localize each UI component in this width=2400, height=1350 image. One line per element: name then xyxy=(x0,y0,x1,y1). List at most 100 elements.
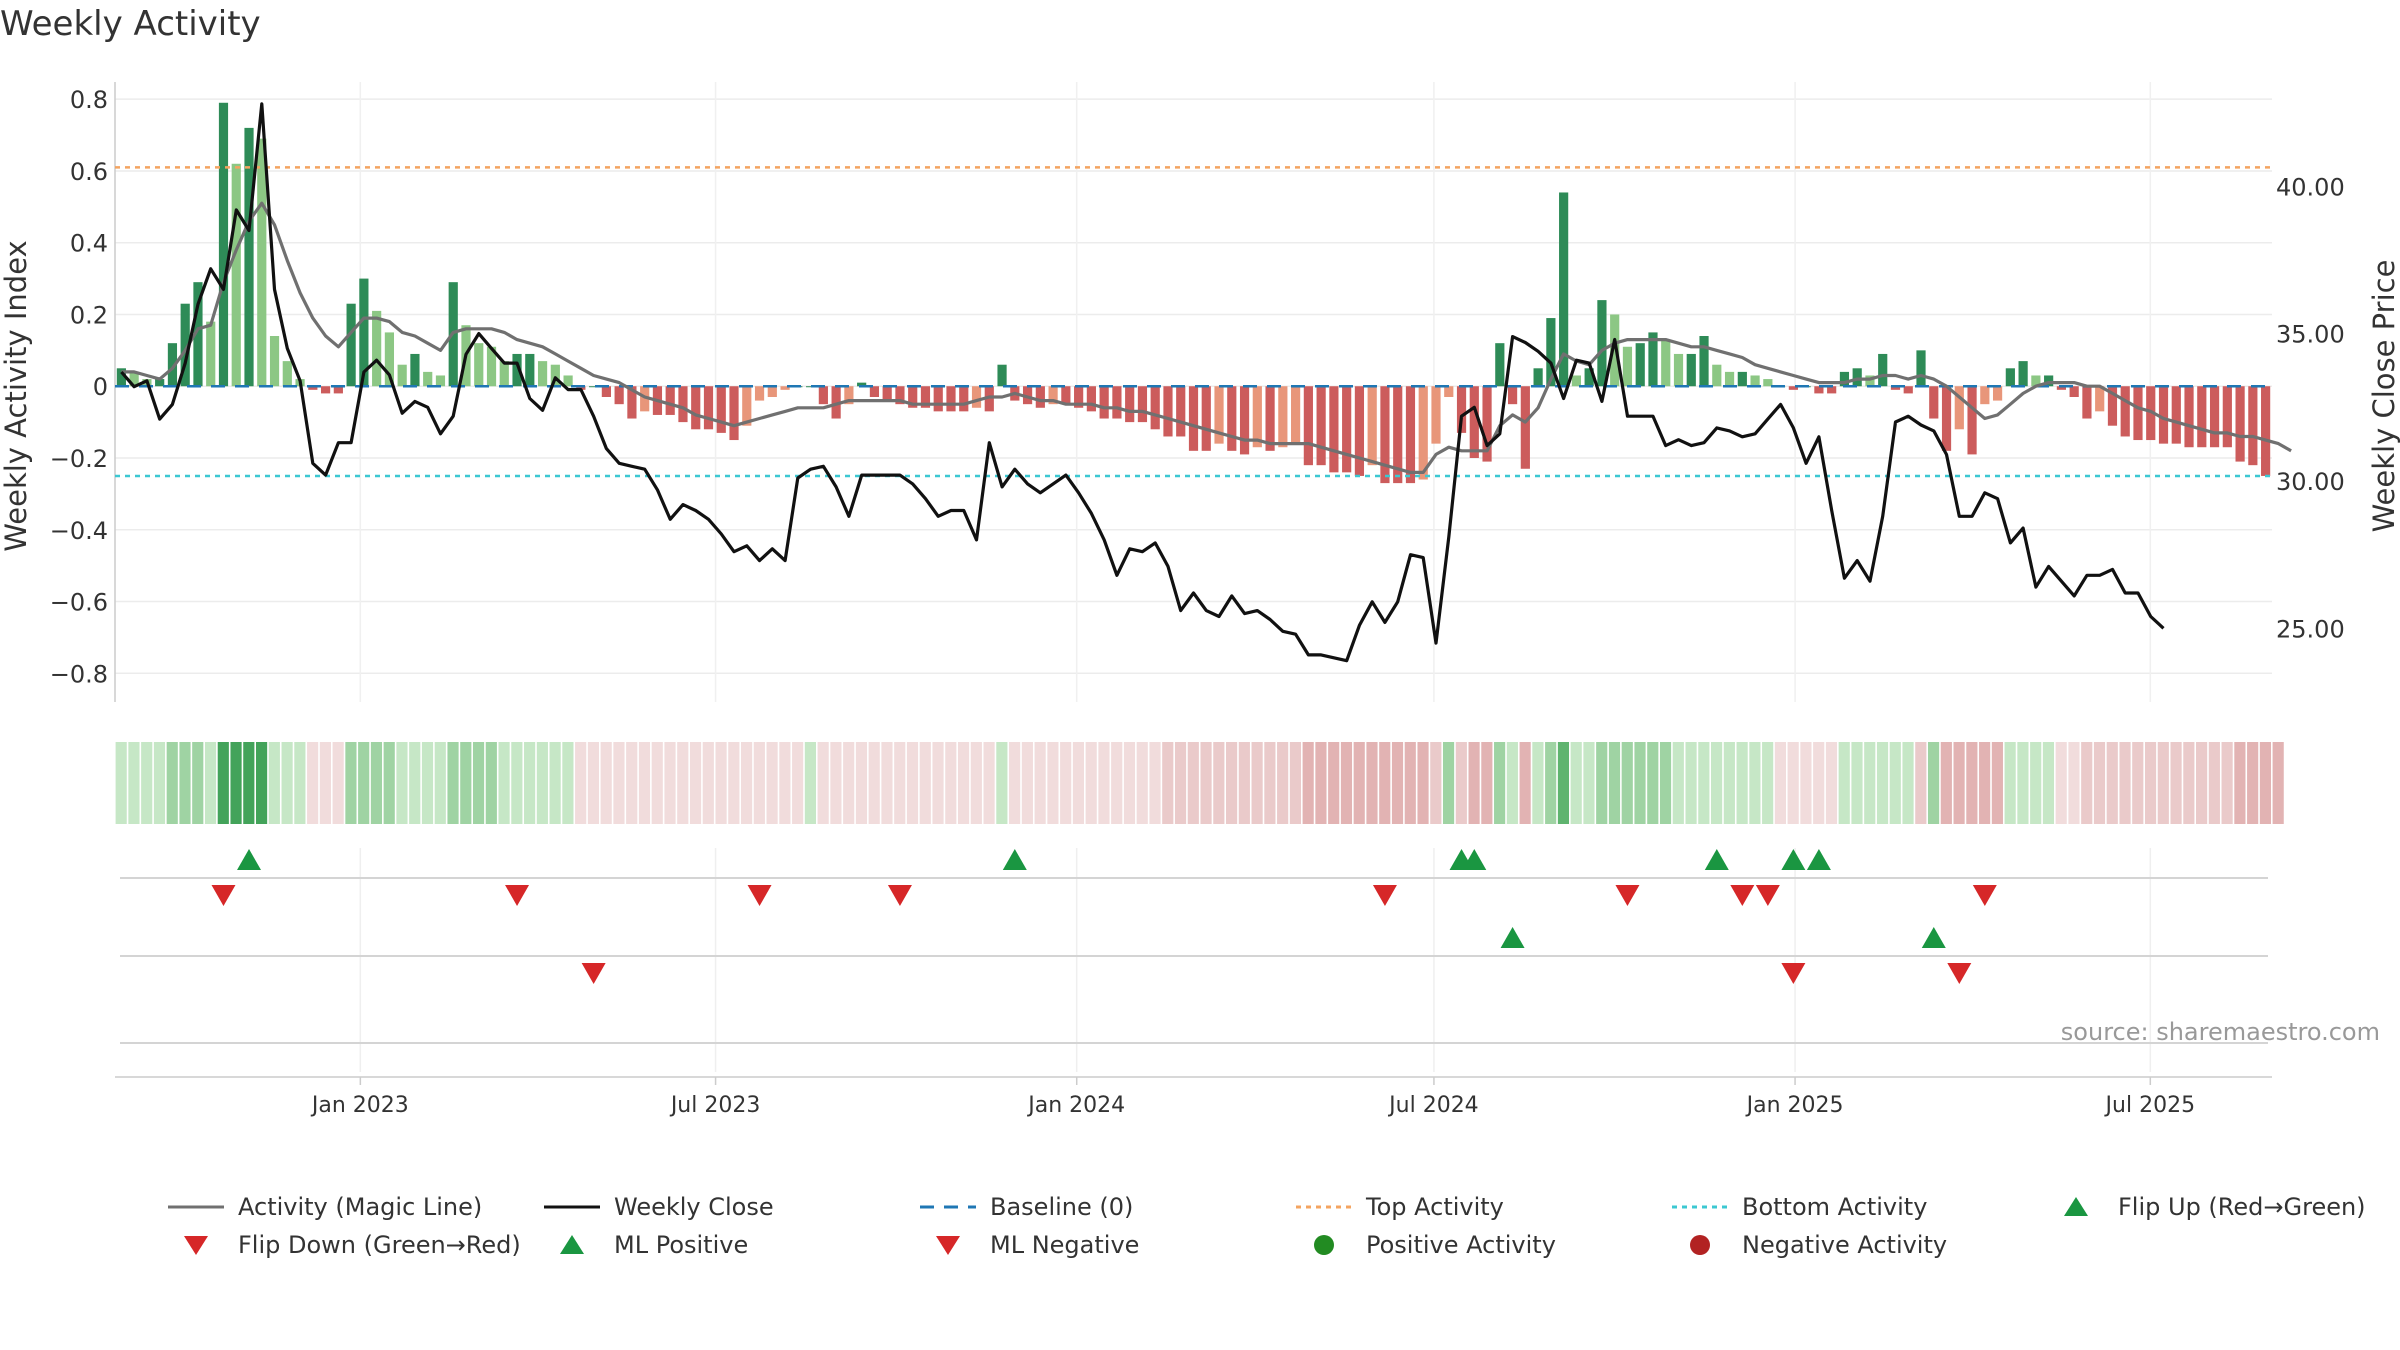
activity-bar xyxy=(2082,386,2092,419)
strip-cell xyxy=(1162,742,1174,824)
strip-cell xyxy=(2068,742,2080,824)
strip-cell xyxy=(1966,742,1978,824)
axes-layer: 0.8 0.6 0.4 0.2 0 −0.2 −0.4 −0.6 −0.8 40.00 35.00 3… xyxy=(50,86,2345,688)
strip-cell xyxy=(2234,742,2246,824)
activity-bar xyxy=(742,386,752,426)
x-tick-label: Jul 2025 xyxy=(2104,1093,2196,1118)
strip-cell xyxy=(1034,742,1046,824)
strip-cell xyxy=(396,742,408,824)
activity-bar xyxy=(1291,386,1301,444)
strip-cell xyxy=(192,742,204,824)
legend-swatch xyxy=(936,1236,960,1255)
strip-cell xyxy=(1838,742,1850,824)
strip-cell xyxy=(779,742,791,824)
activity-bar xyxy=(1686,353,1696,387)
strip-cell xyxy=(613,742,625,824)
activity-bar xyxy=(984,386,994,412)
strip-cell xyxy=(1111,742,1123,824)
activity-bar xyxy=(908,386,918,408)
strip-cell xyxy=(1991,742,2003,824)
strip-cell xyxy=(2030,742,2042,824)
strip-cell xyxy=(587,742,600,824)
strip-cell xyxy=(268,742,280,824)
strip-cell xyxy=(575,742,587,824)
strip-cell xyxy=(1187,742,1199,824)
activity-bar xyxy=(703,386,714,430)
activity-bars xyxy=(116,102,2271,484)
activity-bar xyxy=(1201,386,1211,451)
flip-down-marker xyxy=(1615,885,1640,906)
activity-bar xyxy=(1839,371,1850,387)
strip-cell xyxy=(1889,742,1901,824)
activity-bar xyxy=(257,138,267,387)
activity-bar xyxy=(333,386,343,394)
legend-item-mlpos: ML Positive xyxy=(540,1230,748,1260)
flip-up-marker xyxy=(1781,849,1806,870)
activity-bar xyxy=(1622,346,1633,387)
strip-cell xyxy=(702,742,714,824)
activity-bar xyxy=(780,386,790,390)
activity-bar xyxy=(1278,386,1288,448)
activity-bar xyxy=(2184,386,2194,448)
activity-bar xyxy=(2005,368,2015,387)
strip-cell xyxy=(1226,742,1238,824)
activity-bar xyxy=(1941,386,1952,451)
strip-cell xyxy=(1647,742,1659,824)
activity-bar xyxy=(1954,386,1964,430)
legend-item-bottom: Bottom Activity xyxy=(1668,1192,1927,1222)
strip-cell xyxy=(447,742,459,824)
strip-cell xyxy=(230,742,242,824)
strip-cell xyxy=(1200,742,1212,824)
strip-cell xyxy=(1468,742,1480,824)
strip-cell xyxy=(1979,742,1991,824)
activity-bar xyxy=(1699,336,1709,387)
strip-cell xyxy=(319,742,331,824)
strip-cell xyxy=(179,742,191,824)
activity-bar xyxy=(2031,375,2041,387)
strip-cell xyxy=(1238,742,1250,824)
activity-bar xyxy=(665,386,675,415)
activity-bar xyxy=(844,386,854,405)
strip-cell xyxy=(1340,742,1353,824)
activity-bar xyxy=(1405,386,1416,484)
strip-cell xyxy=(1417,742,1429,824)
activity-bar xyxy=(1316,386,1326,466)
activity-bar xyxy=(372,310,382,387)
activity-bar xyxy=(2171,386,2181,444)
activity-bar xyxy=(1214,386,1224,444)
activity-bar xyxy=(1916,350,1926,387)
y-tick-right: 35.00 xyxy=(2276,321,2345,349)
strip-cell xyxy=(1698,742,1710,824)
strip-cell xyxy=(1060,742,1072,824)
activity-bar xyxy=(1061,386,1071,405)
x-tick-label: Jul 2023 xyxy=(669,1093,761,1118)
strip-cell xyxy=(2081,742,2093,824)
strip-cell xyxy=(1289,742,1301,824)
activity-bar xyxy=(1763,379,1773,387)
strip-cell xyxy=(1787,742,1799,824)
activity-bar xyxy=(1150,386,1160,430)
strip-cell xyxy=(919,742,931,824)
activity-bar xyxy=(997,364,1007,387)
legend-label: Activity (Magic Line) xyxy=(238,1193,483,1221)
strip-cell xyxy=(2042,742,2055,824)
activity-bar xyxy=(2209,386,2220,448)
activity-bar xyxy=(155,379,165,387)
strip-cell xyxy=(2093,742,2106,824)
strip-cell xyxy=(1583,742,1595,824)
activity-bar xyxy=(1814,386,1824,394)
legend: Activity (Magic Line) Weekly Close Baselin… xyxy=(160,1192,2400,1282)
activity-bar xyxy=(1112,386,1122,419)
strip-cell xyxy=(804,742,816,824)
y-tick-left: 0.6 xyxy=(70,158,108,186)
y-tick-right: 25.00 xyxy=(2276,615,2345,643)
legend-item-negact: Negative Activity xyxy=(1668,1230,1947,1260)
activity-bar xyxy=(1724,371,1735,387)
x-tick-label: Jan 2024 xyxy=(1026,1093,1125,1118)
strip-cell xyxy=(472,742,485,824)
ml-negative-marker xyxy=(1947,963,1972,984)
activity-bar xyxy=(1967,386,1977,455)
legend-swatch xyxy=(184,1236,208,1255)
gray-line-icon xyxy=(168,1205,224,1209)
strip-cell xyxy=(1685,742,1697,824)
